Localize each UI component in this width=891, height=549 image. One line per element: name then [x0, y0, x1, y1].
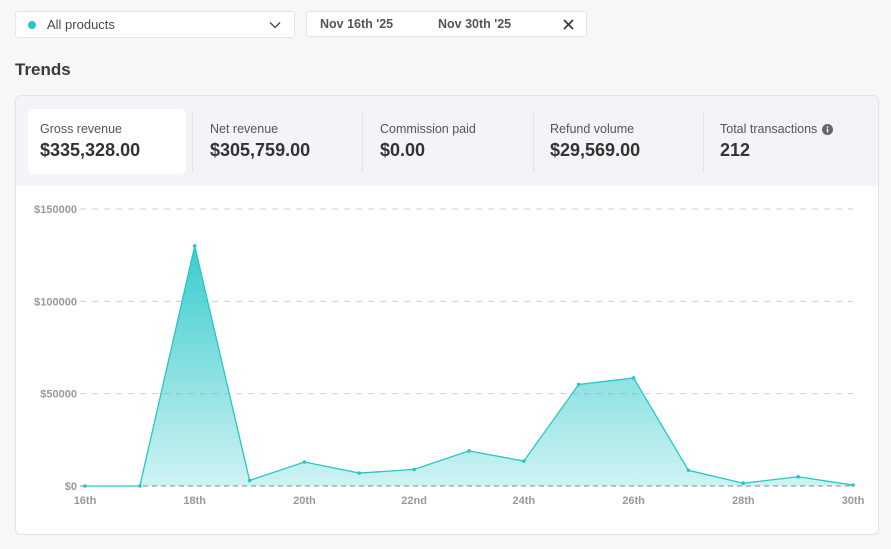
- x-tick-label: 24th: [513, 495, 536, 507]
- data-point[interactable]: [686, 468, 691, 473]
- data-point[interactable]: [796, 474, 800, 479]
- metric-divider: [533, 112, 534, 172]
- metric-label: Gross revenue: [40, 122, 122, 136]
- trends-card: Gross revenue $335,328.00 Net revenue $3…: [15, 95, 879, 535]
- metric-label: Refund volume: [550, 122, 635, 136]
- data-point[interactable]: [576, 382, 581, 387]
- metric-value: 212: [720, 140, 751, 160]
- data-point[interactable]: [741, 481, 746, 486]
- y-tick-label: $50000: [40, 389, 77, 401]
- data-point[interactable]: [302, 460, 307, 464]
- metric-value: $305,759.00: [210, 140, 311, 160]
- x-tick-label: 30th: [842, 495, 865, 507]
- metric-label-row: Total transactions: [720, 122, 873, 136]
- data-point[interactable]: [357, 471, 362, 475]
- product-filter-select[interactable]: All products: [15, 11, 295, 38]
- metric-value: $0.00: [380, 140, 426, 160]
- y-tick-label: $150000: [34, 204, 77, 216]
- metric-value: $29,569.00: [550, 140, 641, 160]
- metric-divider: [703, 112, 704, 172]
- y-tick-label: $100000: [34, 296, 77, 308]
- series-area: [85, 245, 853, 486]
- metric-label: Total transactions: [720, 122, 818, 136]
- x-tick-label: 16th: [74, 495, 97, 507]
- metrics-bar: Gross revenue $335,328.00 Net revenue $3…: [16, 96, 878, 186]
- data-point[interactable]: [412, 467, 416, 472]
- close-icon[interactable]: [562, 18, 575, 31]
- x-tick-label: 26th: [622, 495, 645, 507]
- date-range-end[interactable]: Nov 30th '25: [438, 17, 512, 31]
- x-tick-label: 28th: [732, 495, 755, 507]
- data-point[interactable]: [192, 244, 197, 248]
- metric-gross-revenue[interactable]: Gross revenue $335,328.00: [28, 109, 186, 174]
- product-color-dot: [28, 20, 36, 29]
- metric-net-revenue[interactable]: Net revenue $305,759.00: [198, 109, 358, 174]
- data-point[interactable]: [138, 484, 142, 488]
- data-point[interactable]: [83, 484, 87, 488]
- data-point[interactable]: [467, 449, 471, 453]
- metric-commission-paid[interactable]: Commission paid $0.00: [368, 109, 528, 174]
- product-filter-label: All products: [47, 17, 115, 32]
- chevron-down-icon: [269, 21, 281, 29]
- data-point[interactable]: [631, 376, 636, 380]
- date-range-picker[interactable]: Nov 16th '25 Nov 30th '25: [306, 11, 587, 37]
- metric-divider: [362, 112, 363, 172]
- metric-refund-volume[interactable]: Refund volume $29,569.00: [538, 109, 698, 174]
- metric-divider: [192, 112, 193, 172]
- metric-label: Net revenue: [210, 122, 279, 136]
- metric-label: Commission paid: [380, 122, 476, 136]
- y-tick-label: $0: [65, 481, 77, 493]
- x-tick-label: 18th: [183, 495, 206, 507]
- date-range-start[interactable]: Nov 16th '25: [320, 17, 394, 31]
- data-point[interactable]: [522, 459, 526, 463]
- data-point[interactable]: [247, 478, 252, 483]
- info-icon[interactable]: [822, 123, 834, 135]
- section-title: Trends: [15, 60, 71, 79]
- metric-value: $335,328.00: [40, 140, 141, 160]
- x-tick-label: 22nd: [401, 495, 427, 507]
- gross-revenue-chart: $0 $50000 $100000 $150000 16th 18th 20th 22nd 2…: [34, 204, 865, 507]
- x-tick-label: 20th: [293, 495, 316, 507]
- data-point[interactable]: [851, 483, 855, 487]
- metric-total-transactions[interactable]: Total transactions 212: [708, 109, 873, 174]
